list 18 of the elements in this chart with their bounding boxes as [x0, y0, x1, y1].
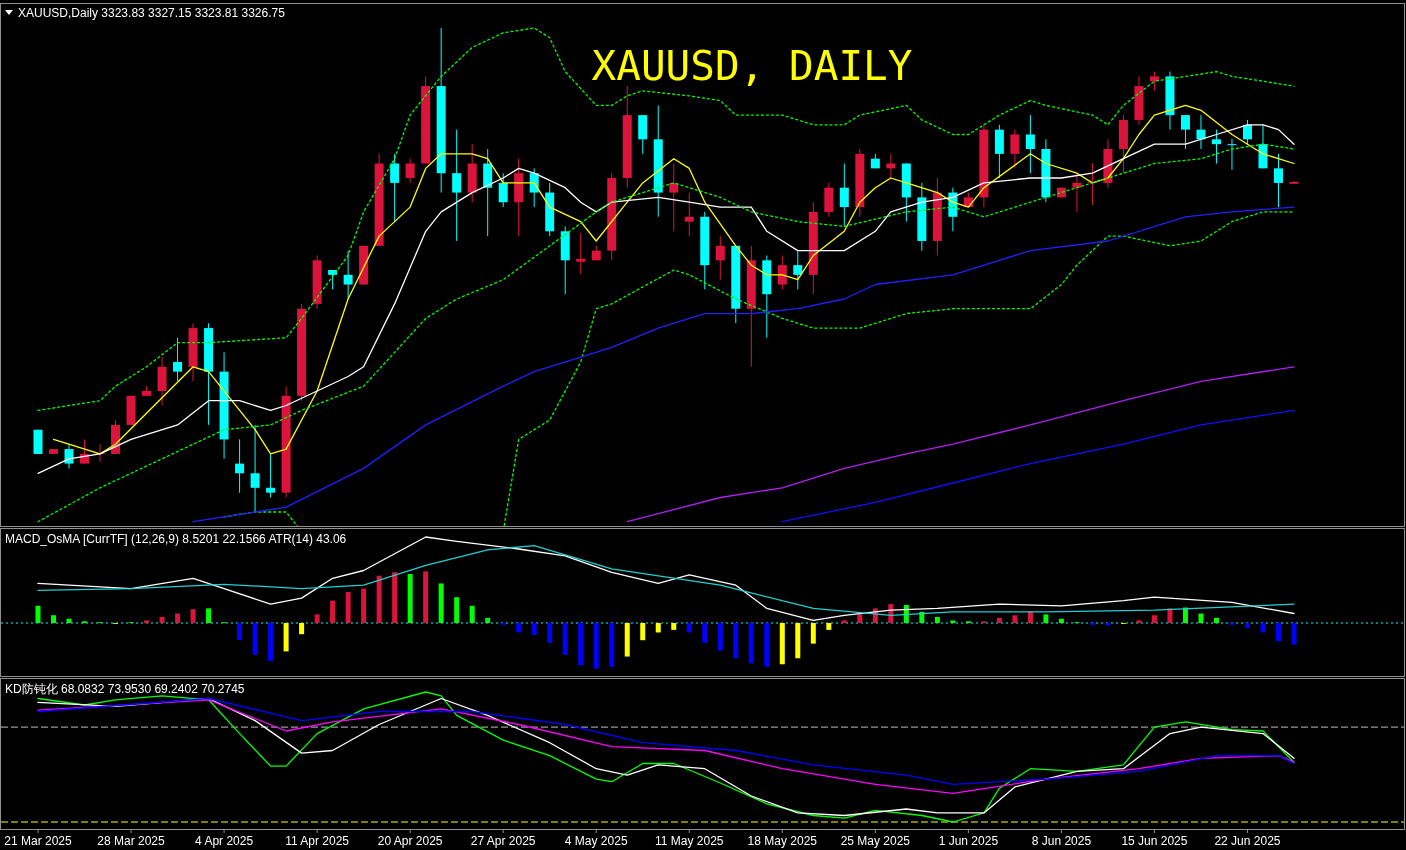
- x-tick-label: 18 May 2025: [747, 834, 818, 848]
- x-tick-label: 1 Jun 2025: [938, 834, 999, 848]
- x-tick-label: 11 Apr 2025: [285, 834, 350, 848]
- x-tick-label: 27 Apr 2025: [470, 834, 536, 848]
- x-tick-label: 11 May 2025: [655, 834, 724, 848]
- x-tick-label: 25 May 2025: [840, 834, 911, 848]
- x-tick-label: 4 May 2025: [564, 834, 628, 848]
- x-tick-label: 20 Apr 2025: [377, 834, 443, 848]
- x-tick-label: 8 Jun 2025: [1031, 834, 1092, 848]
- x-tick-label: 21 Mar 2025: [4, 834, 73, 848]
- chart-title: KD防钝化 68.0832 73.9530 69.2402 70.2745: [5, 682, 245, 696]
- x-tick-label: 28 Mar 2025: [97, 834, 166, 848]
- x-tick-label: 22 Jun 2025: [1214, 834, 1281, 848]
- chart-title: MACD_OsMA [CurrTF] (12,26,9) 8.5201 22.1566 ATR(14) 43.06: [5, 532, 347, 546]
- chart-title: XAUUSD, DAILY: [591, 42, 913, 90]
- text: XAUUSD,Daily 3323.83 3327.15 3323.81 3326.75: [18, 6, 286, 20]
- x-tick-label: 15 Jun 2025: [1121, 834, 1188, 848]
- x-tick-label: 4 Apr 2025: [195, 834, 254, 848]
